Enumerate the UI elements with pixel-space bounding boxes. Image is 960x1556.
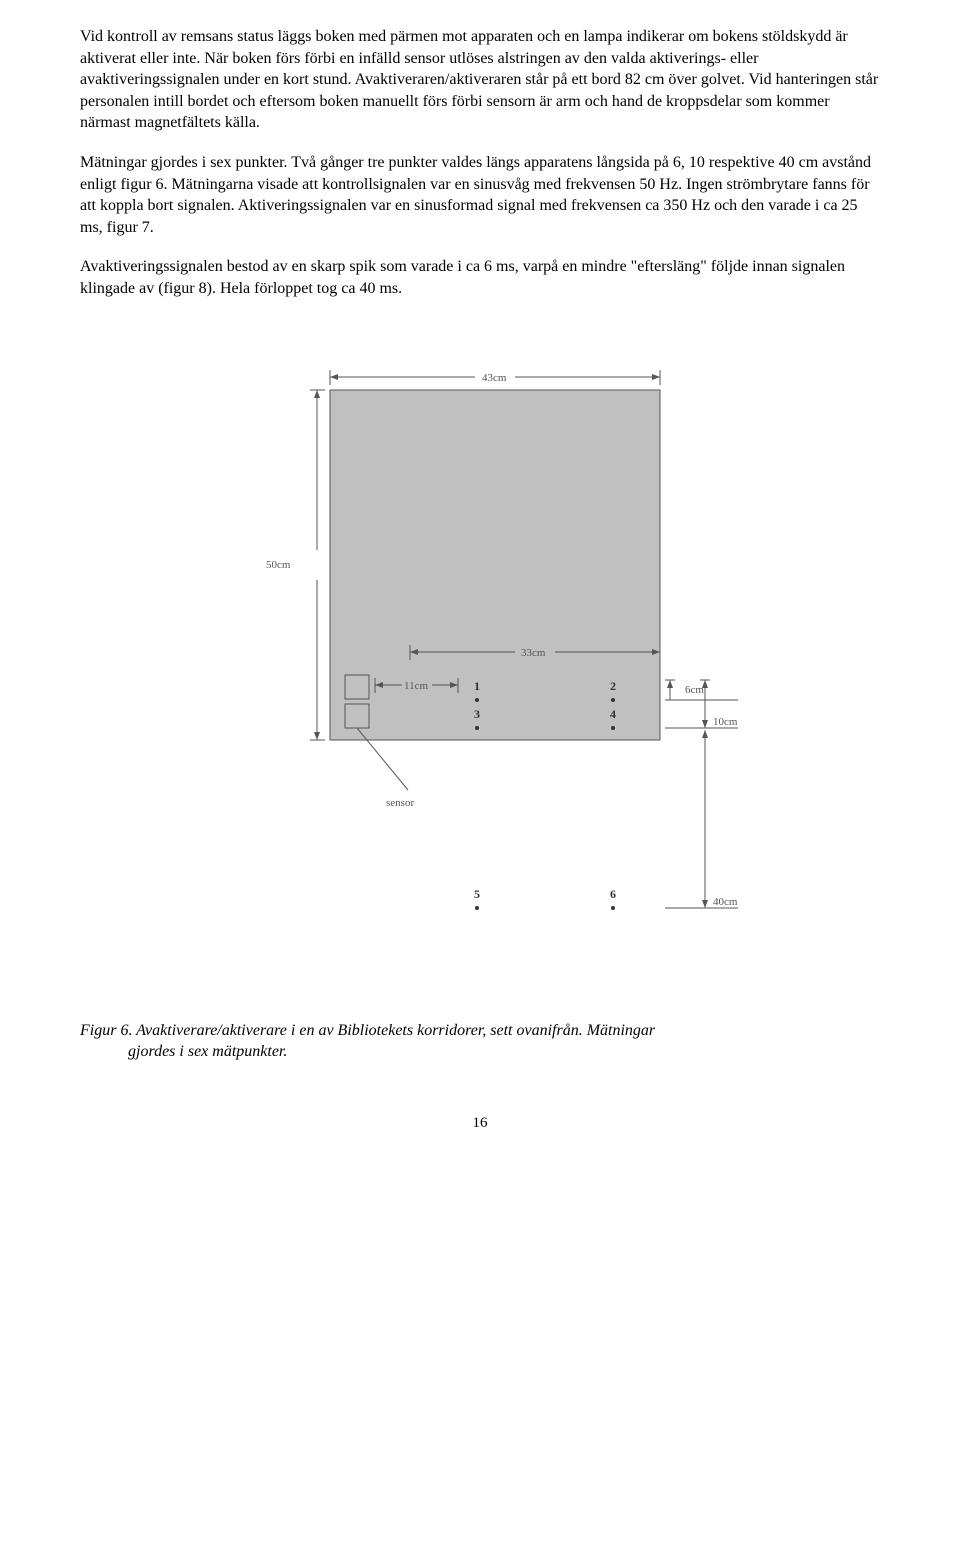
- page-number: 16: [80, 1113, 880, 1133]
- paragraph-1: Vid kontroll av remsans status läggs bok…: [80, 26, 880, 134]
- dim-sensor: 11cm: [404, 680, 428, 692]
- dim-top: 43cm: [482, 372, 507, 384]
- dim-40cm: 40cm: [713, 896, 738, 908]
- figure-6-diagram: 43cm 50cm 33cm 11cm sensor 1 2: [210, 340, 750, 960]
- label-sensor: sensor: [386, 797, 414, 809]
- dim-left: 50cm: [266, 559, 291, 571]
- figure-6-caption: Figur 6. Avaktiverare/aktiverare i en av…: [80, 1020, 880, 1063]
- point-5: 5: [474, 887, 480, 901]
- dim-6cm: 6cm: [685, 684, 704, 696]
- caption-line-1: Figur 6. Avaktiverare/aktiverare i en av…: [80, 1020, 880, 1042]
- dim-10cm: 10cm: [713, 716, 738, 728]
- point-1: 1: [474, 679, 480, 693]
- caption-line-2: gjordes i sex mätpunkter.: [80, 1041, 880, 1063]
- point-2: 2: [610, 679, 616, 693]
- paragraph-2: Mätningar gjordes i sex punkter. Två gån…: [80, 152, 880, 238]
- point-3: 3: [474, 707, 480, 721]
- point-4: 4: [610, 707, 616, 721]
- dim-inner: 33cm: [521, 647, 546, 659]
- figure-6-container: 43cm 50cm 33cm 11cm sensor 1 2: [80, 340, 880, 960]
- paragraph-3: Avaktiveringssignalen bestod av en skarp…: [80, 256, 880, 299]
- point-6: 6: [610, 887, 616, 901]
